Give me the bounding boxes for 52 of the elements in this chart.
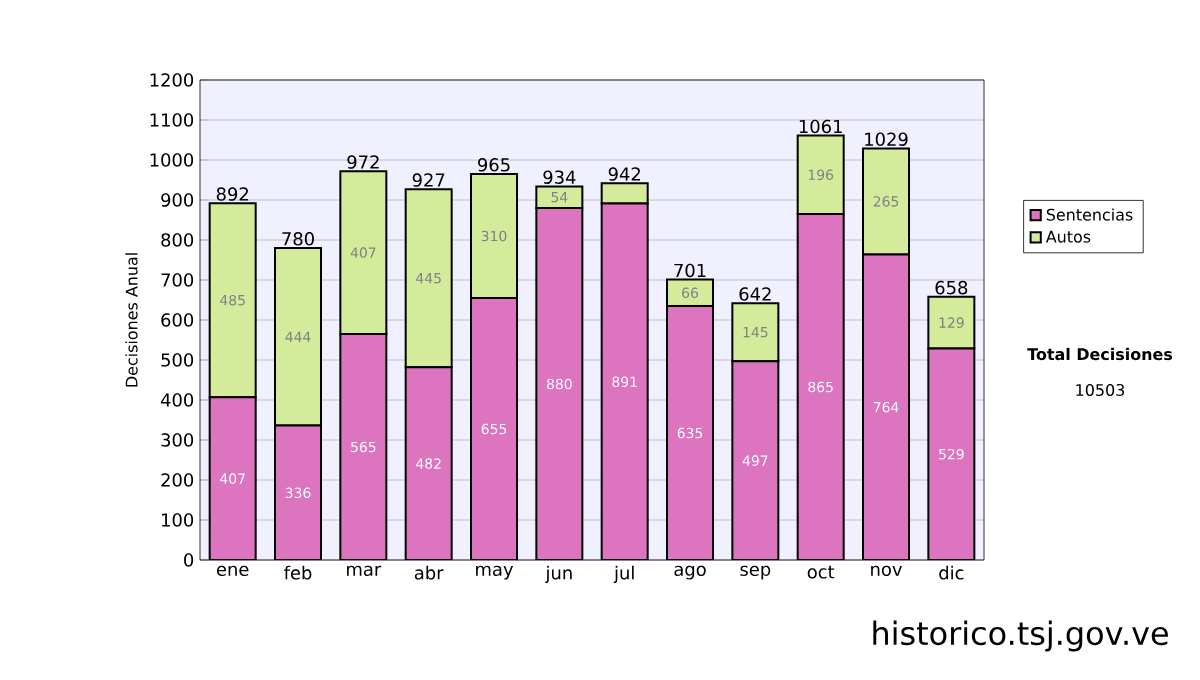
- total-label: 642: [739, 287, 771, 301]
- total-label: 927: [412, 173, 445, 187]
- bar: [731, 302, 780, 363]
- x-tick-label: sep: [740, 565, 771, 580]
- y-tick-label: 1100: [150, 113, 194, 127]
- y-tick-label: 1200: [150, 73, 194, 87]
- x-tick-label: ene: [216, 565, 249, 576]
- total-label: 1061: [799, 119, 842, 134]
- y-tick-label: 400: [160, 393, 194, 407]
- y-tick-label: 500: [161, 353, 194, 367]
- total-label: 780: [282, 232, 314, 246]
- y-tick-label: 800: [161, 233, 194, 247]
- x-tick-label: abr: [414, 565, 444, 580]
- bar: [601, 203, 648, 560]
- bar: [275, 425, 322, 560]
- total-label: 701: [674, 263, 706, 278]
- x-tick-label: jun: [545, 565, 572, 584]
- x-tick-label: dic: [939, 565, 964, 580]
- y-tick-label: 1000: [150, 153, 194, 167]
- bar: [927, 347, 976, 560]
- bar: [471, 298, 518, 560]
- total-label: 658: [935, 280, 968, 295]
- x-tick-label: jul: [613, 565, 634, 584]
- x-tick-label: mar: [347, 565, 382, 576]
- y-tick-label: 200: [161, 473, 194, 487]
- bar: [536, 208, 583, 560]
- y-tick-label: 900: [161, 193, 194, 207]
- x-tick-label: may: [476, 565, 514, 580]
- bar: [209, 397, 256, 560]
- x-tick-label: ago: [674, 565, 706, 580]
- y-tick-label: 100: [162, 513, 194, 527]
- x-tick-label: nov: [871, 565, 902, 576]
- bar: [732, 361, 779, 560]
- bar: [863, 254, 910, 560]
- bar: [667, 306, 714, 560]
- y-tick-label: 700: [161, 273, 194, 287]
- y-tick-label: 0: [184, 553, 194, 567]
- bar: [797, 214, 844, 560]
- total-label: 942: [608, 167, 641, 181]
- bar: [274, 247, 323, 427]
- bar: [340, 334, 387, 560]
- text: historico.tsj.gov.ve: [873, 620, 1168, 652]
- total-label: 972: [347, 155, 379, 169]
- x-tick-label: feb: [284, 565, 312, 580]
- total-label: 892: [216, 187, 248, 201]
- total-label: 965: [478, 158, 510, 172]
- bar: [405, 367, 452, 560]
- y-tick-label: 300: [161, 433, 194, 447]
- y-tick-label: 600: [161, 313, 194, 327]
- total-label: 934: [543, 170, 576, 184]
- x-tick-label: oct: [807, 565, 835, 579]
- total-label: 1029: [865, 132, 908, 146]
